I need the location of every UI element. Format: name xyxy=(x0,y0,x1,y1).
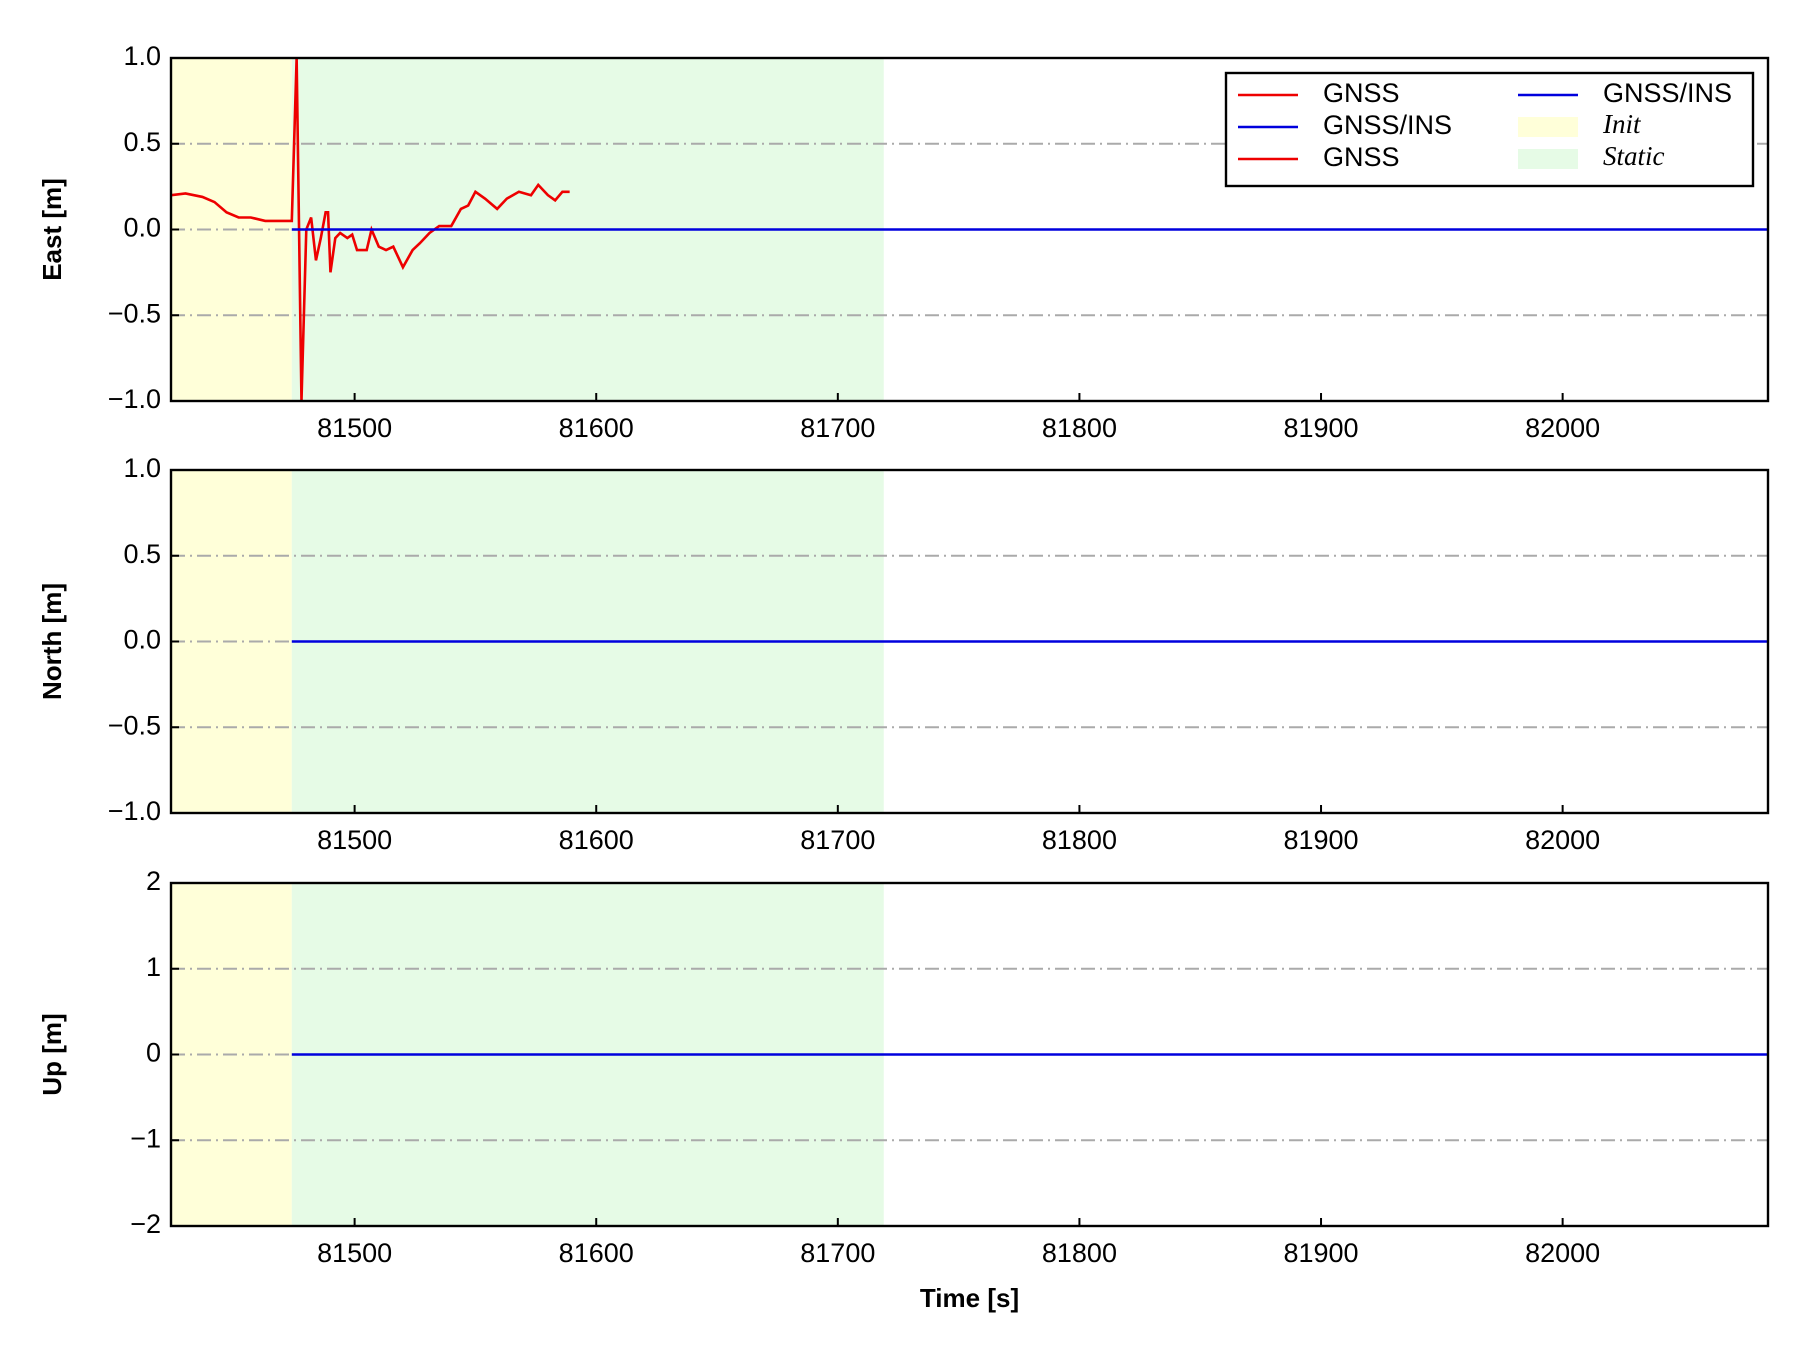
x-tick-label: 81700 xyxy=(800,413,875,443)
legend-label: GNSS/INS xyxy=(1323,110,1452,140)
legend-label: GNSS xyxy=(1323,142,1400,172)
y-tick-label: −1 xyxy=(130,1123,161,1153)
x-tick-label: 81800 xyxy=(1042,413,1117,443)
panel: −1.0 −0.5 0.0 0.5 1.0 81500 81600 81700 81800 819… xyxy=(37,453,1770,855)
y-axis-label: East [m] xyxy=(37,178,67,281)
legend-label: GNSS xyxy=(1323,78,1400,108)
x-tick-label: 81600 xyxy=(559,413,634,443)
y-tick-label: 2 xyxy=(146,866,161,896)
legend-label: Static xyxy=(1603,141,1665,171)
axes-frame xyxy=(169,468,1770,815)
x-tick-label: 82000 xyxy=(1525,1238,1600,1268)
legend-swatch xyxy=(1518,117,1578,137)
axes-frame xyxy=(169,56,1770,403)
y-tick-label: 0 xyxy=(146,1038,161,1068)
y-tick-label: −1.0 xyxy=(108,796,161,826)
x-tick-label: 81600 xyxy=(559,825,634,855)
y-tick-label: 0.0 xyxy=(123,625,161,655)
legend-box xyxy=(1224,71,1755,188)
x-tick-label: 81500 xyxy=(317,1238,392,1268)
x-axis-label: Time [s] xyxy=(920,1283,1019,1313)
x-tick-label: 81500 xyxy=(317,413,392,443)
y-tick-label: 0.0 xyxy=(123,213,161,243)
series-line xyxy=(171,58,570,401)
y-axis-label: North [m] xyxy=(37,583,67,700)
y-tick-label: 0.5 xyxy=(123,127,161,157)
y-tick-label: 0.5 xyxy=(123,539,161,569)
legend-swatch xyxy=(1518,149,1578,169)
panel: −2 −1 0 1 2 81500 81600 81700 81800 81900 82000 Up … xyxy=(37,866,1770,1313)
x-tick-label: 81600 xyxy=(559,1238,634,1268)
x-tick-label: 81900 xyxy=(1283,1238,1358,1268)
y-tick-label: −2 xyxy=(130,1209,161,1239)
x-tick-label: 81700 xyxy=(800,825,875,855)
x-tick-label: 81800 xyxy=(1042,1238,1117,1268)
x-tick-label: 81900 xyxy=(1283,825,1358,855)
y-axis-label: Up [m] xyxy=(37,1013,67,1095)
axes-frame xyxy=(169,881,1770,1228)
y-tick-label: −0.5 xyxy=(108,298,161,328)
x-tick-label: 82000 xyxy=(1525,825,1600,855)
y-tick-label: −0.5 xyxy=(108,710,161,740)
legend-label: Init xyxy=(1602,109,1642,139)
x-tick-label: 81800 xyxy=(1042,825,1117,855)
x-tick-label: 81500 xyxy=(317,825,392,855)
y-tick-label: 1 xyxy=(146,952,161,982)
x-tick-label: 81900 xyxy=(1283,413,1358,443)
y-tick-label: 1.0 xyxy=(123,41,161,71)
y-tick-label: 1.0 xyxy=(123,453,161,483)
x-tick-label: 81700 xyxy=(800,1238,875,1268)
x-tick-label: 82000 xyxy=(1525,413,1600,443)
legend-label: GNSS/INS xyxy=(1603,78,1732,108)
y-tick-label: −1.0 xyxy=(108,384,161,414)
panel: −1.0 −0.5 0.0 0.5 1.0 81500 81600 81700 81800 819… xyxy=(37,41,1770,443)
